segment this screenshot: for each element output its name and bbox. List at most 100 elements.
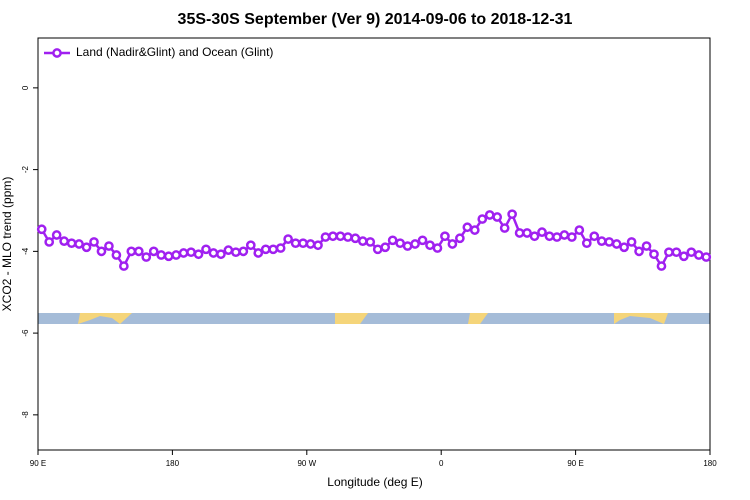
land-patch [335, 313, 368, 324]
data-point [186, 247, 196, 258]
data-point [410, 239, 420, 249]
data-point [171, 250, 181, 260]
data-point [343, 232, 353, 242]
data-point [193, 249, 204, 260]
data-point [298, 238, 308, 249]
data-point [126, 246, 137, 257]
data-point [634, 246, 644, 257]
data-point [268, 244, 279, 255]
data-point [611, 239, 622, 249]
x-tick-label: 180 [166, 459, 180, 468]
data-point [567, 232, 577, 242]
data-point [641, 241, 652, 251]
data-point [328, 231, 338, 242]
data-point [701, 252, 712, 262]
data-point [201, 244, 211, 255]
data-point [59, 236, 69, 246]
legend-label: Land (Nadir&Glint) and Ocean (Glint) [76, 45, 273, 59]
data-point [51, 230, 62, 240]
data-point [596, 236, 607, 246]
data-point [507, 209, 517, 220]
x-tick-label: 90 E [567, 459, 583, 468]
data-point [440, 231, 450, 242]
plot-frame [37, 37, 711, 451]
data-point [305, 239, 316, 249]
data-point [425, 240, 435, 251]
data-point [537, 227, 547, 237]
data-point [544, 231, 555, 242]
data-point [402, 241, 413, 251]
data-point [290, 238, 301, 249]
data-point [619, 242, 629, 253]
data-point [81, 242, 92, 253]
data-point [156, 250, 167, 260]
land-patch [468, 313, 488, 324]
data-point [455, 233, 465, 244]
land-ocean-strip [38, 313, 710, 324]
data-point [447, 239, 458, 249]
y-tick-label: -2 [21, 166, 30, 174]
data-point [260, 244, 271, 255]
land-patch [78, 313, 132, 324]
data-point [693, 250, 704, 260]
data-point [66, 238, 77, 249]
data-point [484, 210, 495, 220]
data-point [208, 248, 219, 258]
data-point [604, 237, 615, 247]
data-point [245, 240, 256, 251]
y-tick-label: -8 [21, 411, 30, 419]
x-tick-label: 180 [703, 459, 717, 468]
data-point [679, 251, 689, 262]
data-point [335, 231, 346, 242]
chart-title: 35S-30S September (Ver 9) 2014-09-06 to … [178, 11, 573, 28]
data-point [380, 242, 391, 253]
data-point [283, 234, 293, 244]
data-point [141, 252, 152, 262]
x-tick-label: 90 W [297, 459, 316, 468]
data-point [559, 230, 570, 240]
data-point [96, 246, 107, 257]
data-point [686, 247, 697, 258]
data-point [529, 231, 540, 242]
data-point [313, 240, 323, 251]
ocean-strip [38, 313, 710, 324]
data-point [231, 247, 241, 258]
y-tick-label: -4 [21, 247, 30, 255]
data-point [36, 224, 47, 235]
data-point [395, 238, 405, 249]
y-tick-label: -6 [21, 329, 30, 337]
data-point [357, 236, 368, 246]
data-point [148, 246, 159, 257]
data-point [253, 248, 264, 258]
land-patch [614, 313, 668, 324]
data-point [477, 214, 488, 224]
data-point [104, 241, 114, 251]
data-point [469, 225, 480, 235]
data-point [671, 247, 682, 258]
data-point [89, 237, 99, 247]
data-point [581, 238, 592, 249]
data-point [350, 233, 361, 244]
data-point [111, 250, 122, 260]
legend-marker [52, 48, 62, 58]
data-point [626, 237, 637, 247]
data-point [514, 228, 525, 238]
x-axis-label: Longitude (deg E) [327, 475, 422, 489]
data-point [178, 248, 189, 258]
data-point [656, 261, 667, 271]
data-point [492, 212, 503, 222]
data-point [664, 247, 674, 258]
data-point [372, 244, 383, 255]
y-axis-label: XCO2 - MLO trend (ppm) [0, 177, 14, 312]
data-point [574, 225, 585, 235]
data-point [119, 261, 129, 271]
data-point [44, 237, 55, 247]
data-point [238, 246, 249, 257]
data-point [320, 232, 331, 242]
data-point [499, 223, 510, 233]
data-point [275, 243, 286, 253]
x-tick-label: 90 E [30, 459, 46, 468]
data-point [74, 239, 84, 249]
x-tick-label: 0 [439, 459, 444, 468]
